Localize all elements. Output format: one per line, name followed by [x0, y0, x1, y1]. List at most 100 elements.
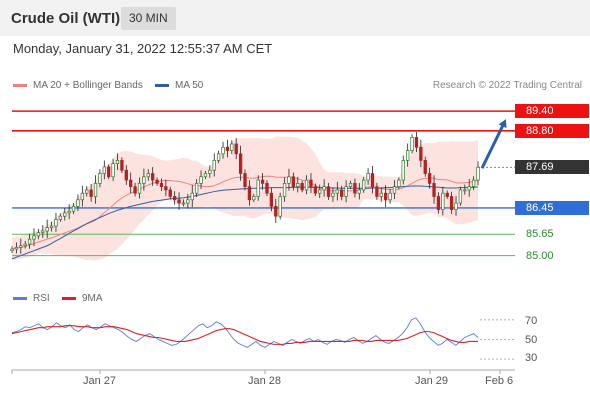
candle-body — [181, 202, 186, 205]
candle-body — [146, 173, 150, 178]
candle-body — [410, 137, 414, 151]
level-tag-86.45: 86.45 — [515, 200, 589, 215]
candle-body — [397, 179, 401, 187]
candle-body — [335, 189, 339, 194]
candle-body — [392, 186, 397, 194]
legend-ma20-label: MA 20 + Bollinger Bands — [33, 80, 143, 91]
candle-body — [291, 176, 296, 187]
candle-body — [331, 192, 335, 197]
candle-body — [19, 245, 23, 248]
candle-body — [304, 179, 309, 191]
candle-body — [159, 183, 164, 187]
candle-body — [98, 173, 102, 184]
rsi-tick-50: 50 — [525, 334, 538, 346]
date-label-jan27: Jan 27 — [83, 375, 117, 387]
candle-body — [463, 189, 467, 192]
candle-body — [85, 189, 89, 194]
candle-body — [384, 192, 388, 201]
candle-body — [467, 186, 471, 191]
legend-rsi: RSI — [13, 293, 50, 304]
legend-rsi-label: RSI — [33, 293, 50, 304]
candle-body — [423, 160, 427, 174]
candle-body — [151, 173, 155, 181]
candle-body — [164, 186, 168, 191]
candle-body — [313, 186, 317, 194]
rsi-ma-swatch — [62, 296, 76, 300]
candle-body — [414, 137, 419, 148]
candle-body — [23, 243, 27, 247]
candle-body — [449, 196, 454, 210]
candle-body — [247, 186, 252, 201]
legend-ma50: MA 50 — [155, 80, 203, 91]
forecast-arrow — [480, 122, 506, 169]
ma50-swatch — [155, 83, 169, 87]
candle-body — [340, 189, 344, 197]
candle-body — [379, 192, 383, 197]
candle-body — [216, 153, 221, 161]
instrument-title: Crude Oil (WTI) — [11, 10, 121, 27]
candle-body — [278, 196, 282, 217]
candle-body — [296, 183, 300, 187]
candle-body — [366, 173, 370, 181]
legend-rsi-ma-label: 9MA — [82, 293, 103, 304]
candle-body — [199, 176, 203, 184]
candle-body — [194, 183, 199, 194]
candle-body — [238, 153, 243, 174]
candle-body — [265, 183, 269, 194]
candle-body — [203, 173, 208, 178]
candle-body — [32, 235, 36, 240]
candle-body — [71, 205, 76, 212]
candle-body — [102, 166, 106, 174]
legend-ma20: MA 20 + Bollinger Bands — [13, 80, 143, 91]
candle-body — [58, 215, 63, 220]
candle-body — [190, 192, 194, 201]
candle-body — [230, 143, 234, 151]
candle-body — [388, 192, 392, 201]
candle-body — [173, 196, 177, 201]
legend-ma50-label: MA 50 — [175, 80, 204, 91]
candle-body — [225, 146, 230, 151]
candle-body — [357, 189, 361, 194]
candle-body — [243, 173, 247, 187]
candle-body — [142, 176, 146, 184]
candle-body — [93, 183, 98, 197]
candle-body — [441, 192, 445, 210]
forecast-arrowhead — [498, 119, 507, 129]
candle-body — [168, 189, 172, 197]
level-tag-85.00: 85.00 — [526, 249, 554, 262]
candle-body — [221, 146, 225, 155]
candle-body — [45, 227, 49, 232]
candle-body — [274, 205, 278, 217]
date-label-jan29: Jan 29 — [415, 375, 449, 387]
candle-body — [326, 186, 331, 197]
candle-body — [137, 183, 142, 194]
candle-body — [120, 160, 124, 171]
candle-body — [454, 202, 458, 210]
candle-body — [471, 179, 476, 187]
level-tag-85.65: 85.65 — [526, 228, 554, 241]
candle-body — [362, 179, 366, 191]
level-tag-87.69: 87.69 — [515, 160, 589, 175]
candle-body — [129, 179, 133, 187]
candle-body — [89, 189, 93, 197]
level-tag-89.40: 89.40 — [515, 104, 589, 119]
rsi-ma-line — [11, 325, 478, 345]
candle-body — [186, 199, 190, 204]
candle-body — [427, 173, 432, 184]
candle-body — [208, 169, 212, 174]
candle-body — [436, 196, 441, 210]
candle-body — [401, 160, 405, 181]
credit-text: Research © 2022 Trading Central — [432, 80, 582, 91]
candle-body — [133, 186, 137, 194]
candle-body — [10, 248, 14, 252]
timeframe-badge[interactable]: 30 MIN — [121, 7, 176, 30]
candle-body — [348, 183, 353, 187]
candle-body — [419, 146, 423, 161]
date-label-feb6: Feb 6 — [485, 375, 514, 387]
candle-body — [14, 247, 19, 250]
candle-body — [476, 166, 480, 181]
candle-body — [269, 192, 274, 207]
candle-body — [406, 150, 410, 161]
candle-body — [115, 160, 120, 165]
